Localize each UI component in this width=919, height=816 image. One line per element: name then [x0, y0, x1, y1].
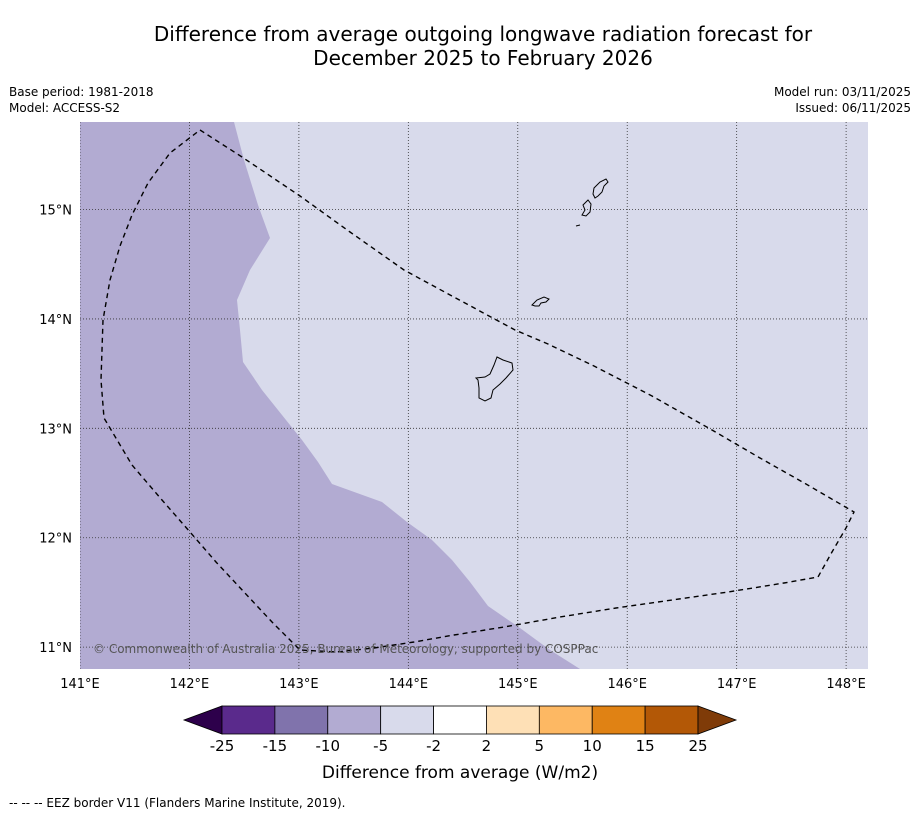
base-period-text: Base period: 1981-2018 [9, 85, 154, 99]
colorbar-tick-label-5: 2 [482, 737, 492, 755]
colorbar-segment-1 [274, 705, 329, 735]
copyright-text: © Commonwealth of Australia 2025, Bureau… [93, 642, 598, 656]
colorbar-tick-label-3: -5 [373, 737, 388, 755]
lon-tick-label-3: 144°E [389, 677, 429, 692]
colorbar-tick-label-7: 10 [583, 737, 602, 755]
colorbar-segment-8 [644, 705, 699, 735]
island-guam [474, 356, 514, 402]
anomaly-region-west [80, 122, 580, 669]
model-text: Model: ACCESS-S2 [9, 101, 121, 115]
title-line-2: December 2025 to February 2026 [313, 46, 653, 70]
lon-tick-label-2: 143°E [279, 677, 319, 692]
map-figure: © Commonwealth of Australia 2025, Bureau… [39, 122, 868, 783]
colorbar-tick-label-9: 25 [688, 737, 707, 755]
lat-tick-label-2: 13°N [39, 422, 72, 437]
colorbar-segment-6 [538, 705, 593, 735]
colorbar-tick-label-6: 5 [535, 737, 545, 755]
colorbar-tick-label-2: -10 [316, 737, 341, 755]
title-line-1: Difference from average outgoing longwav… [153, 22, 813, 46]
lon-tick-label-0: 141°E [60, 677, 100, 692]
lon-tick-label-5: 146°E [607, 677, 647, 692]
colorbar-segment-2 [327, 705, 382, 735]
island-aguijan [575, 224, 581, 227]
islands [474, 178, 609, 402]
colorbar-tick-label-4: -2 [426, 737, 441, 755]
lon-tick-label-4: 145°E [498, 677, 538, 692]
colorbar-segment-7 [591, 705, 646, 735]
lat-tick-label-1: 14°N [39, 313, 72, 328]
lat-tick-label-0: 15°N [39, 204, 72, 219]
footnote-eez: -- -- -- EEZ border V11 (Flanders Marine… [9, 796, 346, 810]
meta-left: Base period: 1981-2018 Model: ACCESS-S2 [9, 84, 154, 116]
colorbar-segment-3 [380, 705, 434, 735]
lat-tick-label-4: 11°N [39, 641, 72, 656]
colorbar-tick-label-0: -25 [210, 737, 235, 755]
colorbar-tick-label-8: 15 [636, 737, 655, 755]
eez-border [100, 129, 855, 653]
colorbar-title: Difference from average (W/m2) [322, 763, 598, 783]
gridlines [80, 122, 868, 669]
meta-right: Model run: 03/11/2025 Issued: 06/11/2025 [774, 84, 911, 116]
colorbar-segment-5 [486, 705, 540, 735]
issued-text: Issued: 06/11/2025 [795, 101, 911, 115]
island-rota [531, 296, 550, 307]
colorbar-segment-0 [221, 705, 276, 735]
latitude-labels: 15°N 14°N 13°N 12°N 11°N [39, 204, 72, 657]
colorbar: -25 -15 -10 -5 -2 2 5 10 15 25 Difference from av… [182, 705, 738, 783]
figure-title: Difference from average outgoing longwav… [0, 22, 919, 70]
lon-tick-label-7: 148°E [826, 677, 866, 692]
colorbar-extend-low [182, 705, 223, 735]
longitude-labels: 141°E 142°E 143°E 144°E 145°E 146°E 147°E 148°E [60, 677, 866, 692]
lat-tick-label-3: 12°N [39, 532, 72, 547]
model-run-text: Model run: 03/11/2025 [773, 85, 911, 99]
lon-tick-label-6: 147°E [717, 677, 757, 692]
colorbar-tick-label-1: -15 [263, 737, 288, 755]
island-saipan [592, 178, 609, 199]
island-tinian [581, 199, 592, 217]
lon-tick-label-1: 142°E [170, 677, 210, 692]
colorbar-extend-high [697, 705, 738, 735]
colorbar-segment-4 [433, 705, 487, 735]
